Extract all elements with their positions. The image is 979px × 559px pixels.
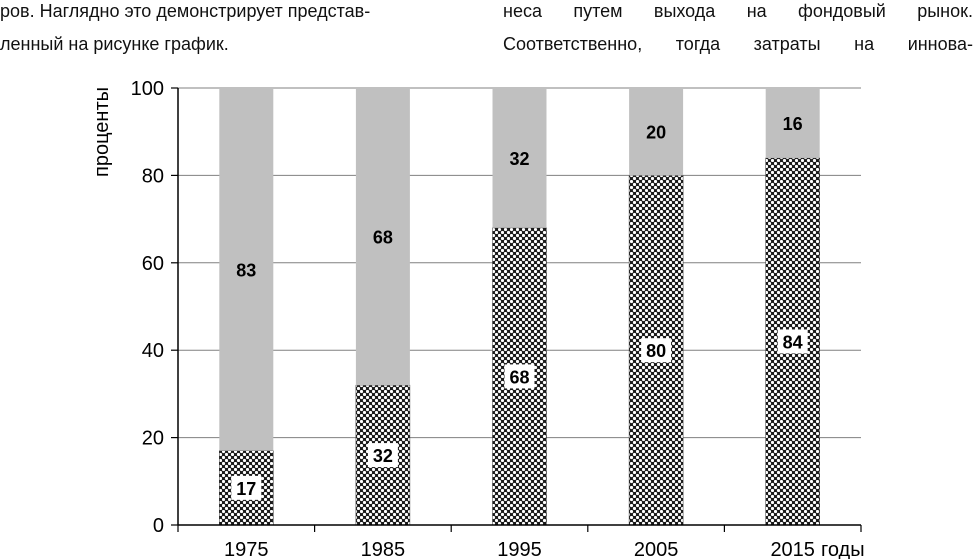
y-axis-label: проценты: [91, 87, 113, 177]
bar-top-2005: [629, 88, 684, 176]
value-box-bottom-2005: [641, 338, 672, 363]
value-box-bottom-2015: [777, 329, 808, 354]
value-label-bottom-1975: 17: [236, 479, 256, 499]
value-label-bottom-1995: 68: [509, 367, 529, 387]
y-tick-label-60: 60: [142, 253, 164, 275]
value-label-bottom-2005: 80: [646, 341, 666, 361]
value-box-bottom-1995: [504, 364, 535, 389]
value-label-top-1975: 83: [236, 260, 256, 280]
x-tick-label-1985: 1985: [361, 539, 406, 559]
value-label-bottom-1985: 32: [373, 446, 393, 466]
value-label-top-1985: 68: [373, 228, 393, 248]
bar-top-2015: [765, 88, 820, 158]
text-right-line-1: неса путем выхода на фондовый рынок.: [503, 1, 973, 21]
bar-top-1995: [492, 88, 547, 228]
x-tick-label-1995: 1995: [497, 539, 542, 559]
text-left-line-2: ленный на рисунке график.: [0, 34, 229, 54]
value-label-bottom-2015: 84: [783, 332, 803, 352]
value-label-top-1995: 32: [509, 149, 529, 169]
bar-top-1975: [219, 88, 274, 451]
x-tick-label-1975: 1975: [224, 539, 269, 559]
y-tick-label-100: 100: [131, 78, 164, 100]
x-tick-label-2005: 2005: [634, 539, 679, 559]
text-right-line-2: Соответственно, тогда затраты на иннова-: [503, 34, 973, 54]
value-box-bottom-1985: [367, 443, 398, 468]
text-left-line-1: ров. Наглядно это демонстрирует представ…: [0, 1, 371, 21]
y-tick-label-0: 0: [153, 515, 164, 537]
value-box-bottom-1975: [231, 475, 262, 500]
bar-top-1985: [355, 88, 410, 386]
y-tick-label-80: 80: [142, 165, 164, 187]
y-tick-label-20: 20: [142, 428, 164, 450]
value-label-top-2015: 16: [783, 114, 803, 134]
x-axis-label: годы: [821, 539, 865, 559]
x-tick-label-2015: 2015: [770, 539, 815, 559]
value-label-top-2005: 20: [646, 123, 666, 143]
y-tick-label-40: 40: [142, 340, 164, 362]
